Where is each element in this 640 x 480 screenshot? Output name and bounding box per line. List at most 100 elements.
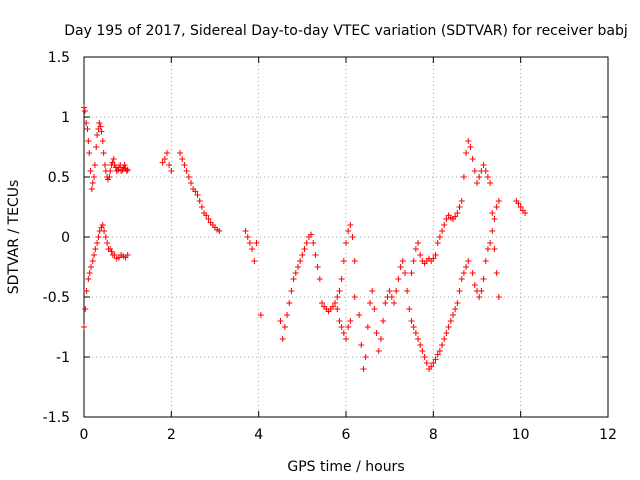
data-point	[198, 204, 205, 210]
data-point	[397, 264, 404, 270]
data-point	[439, 342, 446, 348]
data-point	[286, 300, 293, 306]
data-point	[284, 312, 291, 318]
data-point	[415, 336, 422, 342]
data-point	[476, 174, 483, 180]
data-point	[489, 228, 496, 234]
data-point	[445, 324, 452, 330]
data-point	[343, 336, 349, 342]
data-point	[99, 222, 106, 228]
data-point	[161, 156, 168, 162]
data-point	[292, 270, 299, 276]
data-point	[380, 318, 387, 324]
data-point	[110, 156, 117, 162]
data-point	[391, 300, 398, 306]
data-point	[94, 240, 101, 246]
data-point	[469, 270, 476, 276]
x-axis-label: GPS time / hours	[287, 459, 404, 475]
data-point	[460, 270, 467, 276]
data-point	[81, 104, 87, 111]
data-point	[100, 150, 107, 156]
data-point	[491, 246, 498, 252]
data-point	[181, 162, 188, 168]
data-point	[347, 222, 354, 228]
data-point	[159, 159, 166, 166]
series-lower-branch	[81, 222, 358, 342]
data-point	[108, 248, 115, 255]
data-point	[89, 258, 96, 264]
data-point	[408, 270, 415, 276]
data-point	[495, 294, 502, 300]
data-point	[458, 276, 465, 282]
data-point	[487, 180, 494, 186]
data-point	[469, 156, 476, 162]
data-point	[452, 306, 459, 312]
data-point	[81, 324, 87, 330]
data-point	[336, 318, 343, 324]
data-point	[412, 246, 419, 252]
y-tick-label: -1.5	[43, 410, 70, 426]
data-point	[314, 264, 321, 270]
data-point	[340, 258, 347, 264]
y-tick-label: 1	[61, 110, 70, 126]
data-point	[91, 174, 98, 180]
data-point	[93, 144, 100, 150]
data-point	[467, 144, 474, 150]
data-point	[417, 342, 424, 348]
y-tick-label: -1	[56, 350, 70, 366]
data-point	[493, 270, 500, 276]
y-tick-label: 1.5	[48, 50, 70, 66]
data-point	[92, 246, 99, 252]
x-tick-label: 2	[167, 427, 176, 443]
data-point	[242, 228, 249, 234]
data-point	[436, 348, 443, 354]
data-point	[465, 258, 472, 264]
y-axis-label: SDTVAR / TECUs	[6, 180, 22, 295]
data-point	[104, 240, 111, 246]
data-point	[478, 288, 485, 294]
data-point	[85, 138, 92, 144]
data-point	[102, 234, 109, 240]
data-point	[192, 188, 199, 195]
series-upper-branch	[81, 104, 258, 264]
data-point	[460, 174, 467, 180]
data-point	[371, 306, 378, 312]
data-point	[249, 246, 256, 252]
series-right-cluster	[408, 138, 529, 300]
data-point	[177, 150, 184, 156]
data-point	[423, 360, 430, 366]
data-point	[434, 240, 441, 246]
data-point	[336, 288, 343, 294]
data-point	[386, 288, 393, 294]
data-point	[345, 228, 352, 234]
data-point	[185, 174, 192, 180]
data-point	[91, 162, 98, 168]
x-tick-label: 4	[254, 427, 263, 443]
data-point	[118, 168, 125, 174]
data-point	[277, 318, 284, 324]
data-point	[88, 186, 95, 192]
data-point	[443, 216, 450, 222]
data-point	[205, 216, 212, 222]
data-point	[257, 312, 264, 318]
data-point	[124, 252, 131, 258]
data-point	[297, 258, 304, 264]
data-point	[439, 228, 446, 234]
data-point	[388, 294, 395, 300]
data-point	[279, 336, 286, 342]
data-point	[183, 168, 190, 174]
x-tick-label: 8	[429, 427, 438, 443]
data-point	[332, 300, 339, 306]
data-point	[85, 276, 92, 282]
x-tick-label: 12	[599, 427, 617, 443]
x-tick-label: 10	[512, 427, 530, 443]
data-point	[449, 312, 456, 318]
data-point	[349, 234, 356, 240]
data-point	[408, 318, 415, 324]
data-point	[294, 264, 301, 270]
data-point	[456, 204, 463, 210]
data-point	[458, 198, 465, 204]
data-point	[419, 348, 426, 354]
